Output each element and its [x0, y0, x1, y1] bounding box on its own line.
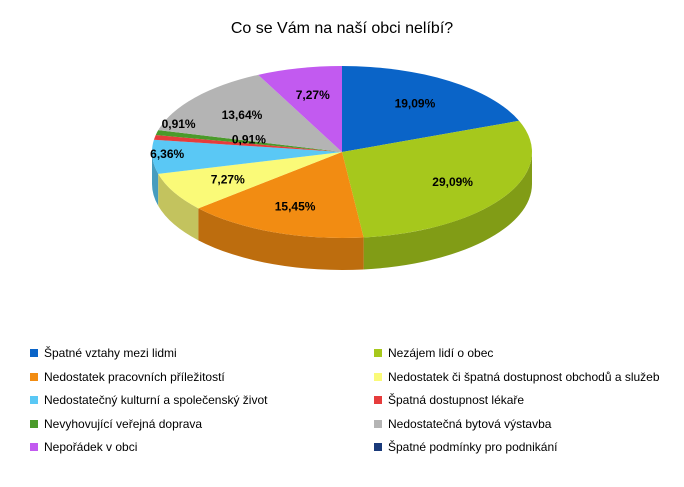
slice-nedostatek-ci-spatna-dostupnost-obchodu-a-sluzeb	[158, 152, 342, 209]
legend-label: Nevyhovující veřejná doprava	[44, 416, 203, 431]
slice-spatne-vztahy-mezi-lidmi	[342, 66, 520, 152]
legend-item-nedostatecny-kulturni-a-spolecensky-zivot: Nedostatečný kulturní a společenský živo…	[30, 393, 267, 407]
slice-label-neporadek-v-obci: 7,27%	[296, 88, 330, 102]
slice-label-spatne-vztahy-mezi-lidmi: 19,09%	[395, 97, 436, 111]
legend-label: Nedostatek či špatná dostupnost obchodů …	[388, 369, 660, 384]
legend-label: Špatná dostupnost lékaře	[388, 393, 525, 407]
legend-swatch	[30, 419, 38, 428]
legend-swatch	[30, 396, 38, 404]
slice-label-nevyhovujici-verejna-doprava: 0,91%	[232, 132, 266, 146]
slice-side-nezajem-lidi-o-obec	[363, 152, 532, 270]
legend-item-spatna-dostupnost-lekare: Špatná dostupnost lékaře	[374, 393, 524, 407]
slice-label-spatna-dostupnost-lekare: 0,91%	[162, 117, 196, 131]
slice-side-nedostatek-ci-spatna-dostupnost-obchodu-a-sluzeb	[158, 173, 199, 241]
legend-swatch	[374, 419, 382, 428]
slice-label-nedostatek-ci-spatna-dostupnost-obchodu-a-sluzeb: 7,27%	[211, 172, 245, 186]
slice-nedostatecny-kulturni-a-spolecensky-zivot	[152, 139, 342, 174]
legend-item-nevyhovujici-verejna-doprava: Nevyhovující veřejná doprava	[30, 417, 202, 431]
legend-label: Nedostatečný kulturní a společenský živo…	[44, 393, 268, 407]
legend-swatch	[374, 372, 382, 381]
legend-label: Nedostatečná bytová výstavba	[388, 416, 552, 431]
legend-swatch	[374, 396, 382, 404]
slice-nedostatek-pracovnich-prilezitosti	[198, 152, 364, 238]
legend-swatch	[30, 372, 38, 381]
slice-side-nedostatek-pracovnich-prilezitosti	[198, 208, 364, 271]
legend-label: Nedostatek pracovních příležitostí	[44, 369, 225, 384]
slice-label-nezajem-lidi-o-obec: 29,09%	[432, 175, 473, 189]
legend-item-nedostatek-pracovnich-prilezitosti: Nedostatek pracovních příležitostí	[30, 370, 225, 384]
legend-label: Špatné vztahy mezi lidmi	[44, 346, 177, 360]
legend-swatch	[374, 443, 382, 451]
slice-nezajem-lidi-o-obec	[342, 120, 532, 238]
legend-label: Nezájem lidí o obec	[388, 346, 494, 360]
slice-label-nedostatecny-kulturni-a-spolecensky-zivot: 6,36%	[150, 147, 184, 161]
slice-nedostatecna-bytova-vystavba	[158, 74, 342, 152]
legend-label: Špatné podmínky pro podnikání	[388, 440, 558, 454]
slice-spatna-dostupnost-lekare	[153, 134, 342, 152]
legend-swatch	[30, 443, 38, 451]
legend-item-nedostatek-ci-spatna-dostupnost-obchodu-a-sluzeb: Nedostatek či špatná dostupnost obchodů …	[374, 370, 660, 384]
slice-side-nedostatecny-kulturni-a-spolecensky-zivot	[152, 152, 159, 206]
legend-label: Nepořádek v obci	[44, 440, 138, 454]
legend-swatch	[30, 349, 38, 357]
legend-item-nedostatecna-bytova-vystavba: Nedostatečná bytová výstavba	[374, 417, 551, 431]
chart-title: Co se Vám na naší obci nelíbí?	[230, 20, 454, 37]
legend-item-nezajem-lidi-o-obec: Nezájem lidí o obec	[374, 346, 493, 360]
legend-item-neporadek-v-obci: Nepořádek v obci	[30, 440, 137, 454]
slice-label-nedostatecna-bytova-vystavba: 13,64%	[222, 108, 263, 122]
slice-label-nedostatek-pracovnich-prilezitosti: 15,45%	[275, 199, 316, 213]
slice-neporadek-v-obci	[258, 66, 342, 152]
slice-nevyhovujici-verejna-doprava	[155, 130, 342, 152]
legend-item-spatne-podminky-pro-podnikani: Špatné podmínky pro podnikání	[374, 440, 557, 454]
legend-item-spatne-vztahy-mezi-lidmi: Špatné vztahy mezi lidmi	[30, 346, 177, 360]
legend-swatch	[374, 349, 382, 357]
pie-plot: 19,09% 29,09% 15,45% 7,27% 6,36% 0,91% 0,91% 13…	[150, 66, 532, 271]
